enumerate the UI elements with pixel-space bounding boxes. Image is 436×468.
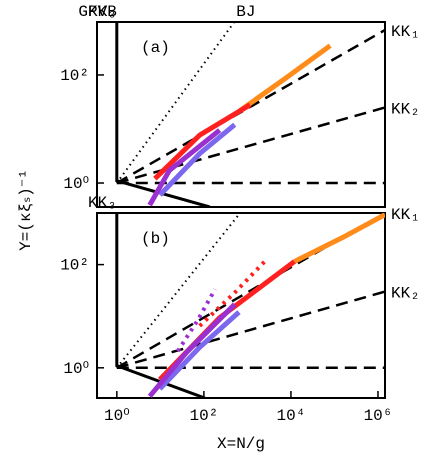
series-line xyxy=(158,122,237,197)
series-label: KK₃ xyxy=(88,194,117,212)
x-tick-label: 10² xyxy=(189,407,218,425)
plot-frame xyxy=(96,21,386,208)
x-tick-label: 10⁰ xyxy=(104,407,130,425)
series-label: KK₂ xyxy=(391,100,420,118)
series-label: KK₁ xyxy=(391,23,420,41)
series-line xyxy=(147,128,222,207)
series-label: KK₃ xyxy=(88,3,117,21)
series-line xyxy=(238,43,332,113)
series-line xyxy=(147,302,237,398)
series-label: GPVB xyxy=(78,3,116,21)
plot-frame xyxy=(96,212,386,399)
y-tick-label: 10² xyxy=(60,257,89,275)
series-line xyxy=(115,22,236,184)
series-line xyxy=(116,290,385,370)
x-axis-label: X=N/g xyxy=(217,435,265,453)
panel-label: (b) xyxy=(141,230,170,248)
series-line xyxy=(115,22,211,207)
series-line xyxy=(153,102,252,181)
y-axis-label: Y=(κξₛ)⁻¹ xyxy=(17,169,35,251)
series-line xyxy=(115,213,206,398)
x-tick-label: 10⁴ xyxy=(277,407,306,425)
series-line xyxy=(116,213,241,369)
y-tick-label: 10⁰ xyxy=(63,175,89,193)
series-label: KK₁ xyxy=(391,206,420,224)
series-label: BJ xyxy=(236,3,255,21)
series-label: KK₂ xyxy=(391,285,420,303)
series-line xyxy=(293,213,385,264)
y-tick-label: 10² xyxy=(60,67,89,85)
x-tick-label: 10⁶ xyxy=(364,407,393,425)
panel-label: (a) xyxy=(141,39,170,57)
series-line xyxy=(157,310,241,391)
series-line xyxy=(116,106,385,185)
y-tick-label: 10⁰ xyxy=(63,360,89,378)
